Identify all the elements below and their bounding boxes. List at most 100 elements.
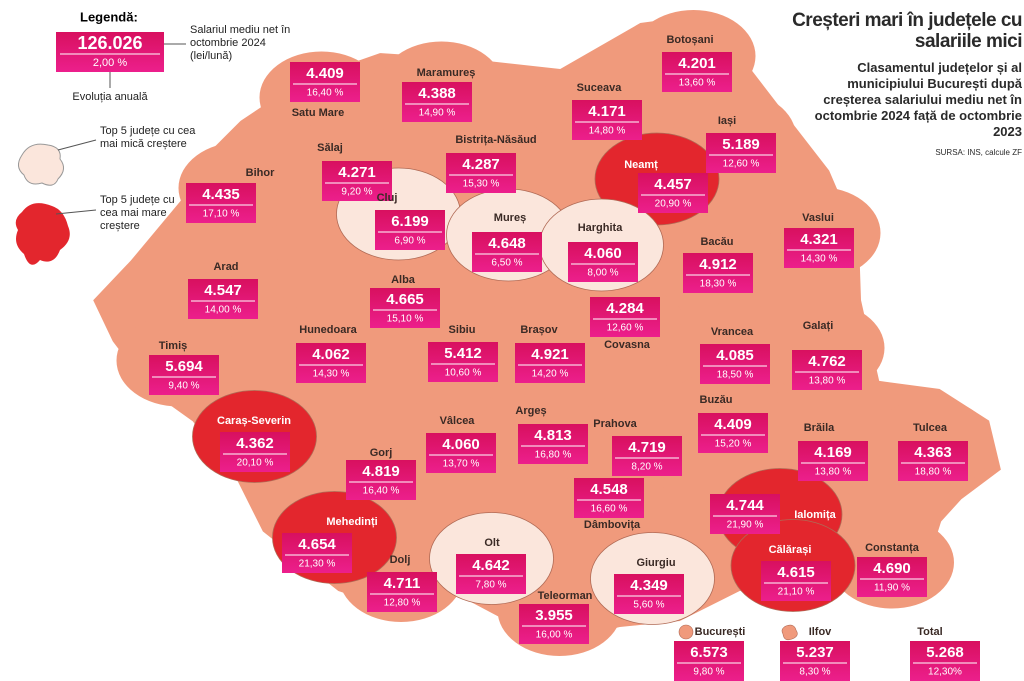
legend-growth: 2,00 % bbox=[93, 57, 127, 69]
county-name: Galați bbox=[803, 320, 834, 332]
salary-label: 4.060 bbox=[442, 436, 480, 453]
salary-label: 4.409 bbox=[306, 65, 344, 82]
county-name: Bistrița-Năsăud bbox=[455, 134, 536, 146]
county-name: Timiș bbox=[159, 340, 188, 352]
value-box bbox=[428, 342, 498, 382]
growth-label: 21,90 % bbox=[727, 520, 764, 531]
county-name: Alba bbox=[391, 274, 416, 286]
growth-label: 15,20 % bbox=[715, 439, 752, 450]
salary-label: 4.060 bbox=[584, 245, 622, 262]
legend-high-icon bbox=[15, 203, 70, 265]
growth-label: 14,80 % bbox=[589, 126, 626, 137]
growth-label: 10,60 % bbox=[445, 368, 482, 379]
value-box bbox=[149, 355, 219, 395]
value-box bbox=[780, 641, 850, 681]
growth-label: 5,60 % bbox=[633, 600, 664, 611]
county-name: Iași bbox=[718, 115, 736, 127]
county-name: Satu Mare bbox=[292, 107, 345, 119]
value-box bbox=[346, 460, 416, 500]
growth-label: 8,20 % bbox=[631, 462, 662, 473]
salary-label: 4.457 bbox=[654, 176, 692, 193]
salary-label: 4.363 bbox=[914, 444, 952, 461]
salary-label: 4.642 bbox=[472, 557, 510, 574]
value-box bbox=[706, 133, 776, 173]
county-name: Vrancea bbox=[711, 326, 754, 338]
salary-label: 4.819 bbox=[362, 463, 400, 480]
value-box bbox=[402, 82, 472, 122]
county-name: Tulcea bbox=[913, 422, 948, 434]
value-box bbox=[290, 62, 360, 102]
growth-label: 14,30 % bbox=[313, 369, 350, 380]
growth-label: 20,90 % bbox=[655, 199, 692, 210]
value-box bbox=[674, 641, 744, 681]
growth-label: 12,60 % bbox=[607, 323, 644, 334]
salary-label: 4.321 bbox=[800, 231, 838, 248]
salary-label: 5.412 bbox=[444, 345, 482, 362]
county-name: Argeș bbox=[515, 405, 546, 417]
growth-label: 11,90 % bbox=[874, 583, 910, 594]
legend-growth-note: Evoluția anuală bbox=[72, 91, 148, 103]
county-name: Bihor bbox=[246, 167, 275, 179]
value-box bbox=[798, 441, 868, 481]
value-box bbox=[296, 343, 366, 383]
value-box bbox=[784, 228, 854, 268]
growth-label: 15,30 % bbox=[463, 179, 500, 190]
value-box bbox=[515, 343, 585, 383]
county-name: Sălaj bbox=[317, 142, 343, 154]
growth-label: 14,90 % bbox=[419, 108, 456, 119]
value-box bbox=[446, 153, 516, 193]
salary-label: 4.085 bbox=[716, 347, 754, 364]
salary-label: 4.615 bbox=[777, 564, 815, 581]
county-name: Arad bbox=[213, 261, 238, 273]
salary-label: 4.062 bbox=[312, 346, 350, 363]
growth-label: 20,10 % bbox=[237, 458, 274, 469]
growth-label: 14,20 % bbox=[532, 369, 569, 380]
growth-label: 7,80 % bbox=[475, 580, 506, 591]
county-name: Harghita bbox=[578, 222, 624, 234]
growth-label: 6,90 % bbox=[394, 236, 425, 247]
bottom-name: Ilfov bbox=[809, 626, 832, 638]
header-wrap: Creșteri mari în județele cu salariile m… bbox=[792, 10, 1022, 157]
bottom-icon bbox=[678, 624, 694, 640]
salary-label: 3.955 bbox=[535, 607, 573, 624]
title: Creșteri mari în județele cu salariile m… bbox=[792, 10, 1022, 52]
county-name: Giurgiu bbox=[636, 557, 675, 569]
growth-label: 9,40 % bbox=[168, 381, 199, 392]
growth-label: 18,30 % bbox=[700, 279, 737, 290]
legend-low-note: Top 5 județe cu cea mai mică creștere bbox=[100, 125, 196, 150]
value-box bbox=[572, 100, 642, 140]
county-name: Hunedoara bbox=[299, 324, 357, 336]
value-box bbox=[638, 173, 708, 213]
legend-low-icon bbox=[18, 143, 64, 186]
county-name: Brăila bbox=[804, 422, 835, 434]
salary-label: 4.654 bbox=[298, 536, 336, 553]
bottom-name: București bbox=[695, 626, 746, 638]
growth-label: 21,30 % bbox=[299, 559, 336, 570]
salary-label: 4.287 bbox=[462, 156, 500, 173]
growth-label: 17,10 % bbox=[203, 209, 240, 220]
value-box bbox=[700, 344, 770, 384]
growth-label: 18,80 % bbox=[915, 467, 952, 478]
growth-label: 13,80 % bbox=[809, 376, 846, 387]
growth-label: 18,50 % bbox=[717, 370, 754, 381]
legend-pointer bbox=[55, 209, 97, 215]
salary-label: 4.388 bbox=[418, 85, 456, 102]
growth-label: 14,00 % bbox=[205, 305, 242, 316]
value-box bbox=[698, 413, 768, 453]
salary-label: 4.547 bbox=[204, 282, 242, 299]
legend-high-note: Top 5 județe cu cea mai mare creștere bbox=[100, 194, 175, 232]
value-box bbox=[857, 557, 927, 597]
value-box bbox=[792, 350, 862, 390]
salary-label: 6.573 bbox=[690, 644, 728, 661]
value-box bbox=[188, 279, 258, 319]
salary-label: 5.237 bbox=[796, 644, 834, 661]
salary-label: 4.284 bbox=[606, 300, 644, 317]
salary-label: 4.719 bbox=[628, 439, 666, 456]
county-name: Botoșani bbox=[666, 34, 713, 46]
county-name: Dolj bbox=[390, 554, 411, 566]
legend-salary-note-wrap: Salariul mediu net în octombrie 2024 (le… bbox=[190, 24, 290, 62]
salary-label: 4.711 bbox=[384, 575, 421, 592]
county-name: Constanța bbox=[865, 542, 920, 554]
salary-label: 4.349 bbox=[630, 577, 668, 594]
